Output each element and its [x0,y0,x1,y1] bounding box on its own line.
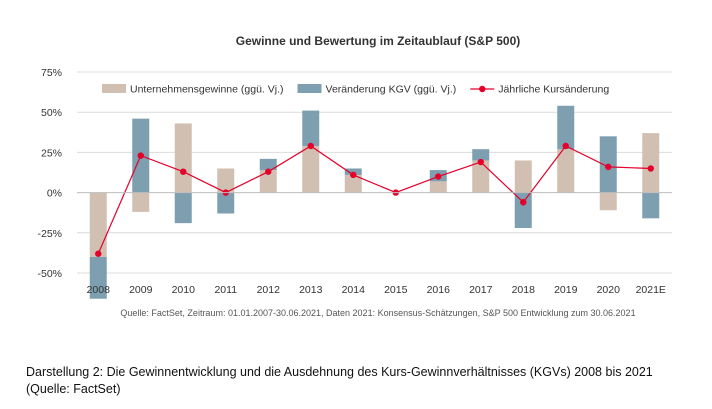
x-tick-label: 2013 [299,284,323,296]
pe-change-bar [89,256,107,299]
price-change-point [307,142,314,150]
pe-change-bar [259,158,277,171]
y-tick-label: 0% [47,188,62,200]
pe-change-bar [514,192,532,228]
price-change-point [95,250,102,257]
earnings-bar [599,192,617,211]
pe-change-bar [344,168,362,175]
legend: Unternehmensgewinne (ggü. Vj.) Veränderun… [102,84,609,96]
earnings-bar [132,192,150,212]
pe-change-bar [557,105,575,150]
earnings-bar [557,149,575,193]
chart-title: Gewinne und Bewertung im Zeitaublauf (S&… [236,34,520,48]
price-change-point [647,165,654,172]
x-tick-label: 2009 [129,284,153,296]
earnings-bar [89,192,107,257]
legend-swatch-pe [297,84,322,93]
pe-change-bar [642,192,660,219]
price-change-point [605,163,612,171]
pe-change-bar [472,149,490,161]
earnings-bar [472,160,490,193]
pe-change-bar [174,192,192,224]
y-tick-label: 50% [41,107,62,119]
x-tick-label: 2020 [597,284,621,296]
earnings-bar [514,160,532,193]
axes: 75% 50% 25% 0% -25% -50% 2008 2009 2010 2011 2012 2… [37,67,672,296]
earnings-bar [429,181,447,193]
legend-swatch-earnings [102,84,126,93]
earnings-bar [217,168,235,193]
x-tick-label: 2021E [636,284,666,296]
price-change-point [180,168,187,175]
price-change-point [477,158,484,166]
earnings-bar [174,123,192,193]
pe-change-bar [302,110,320,146]
x-tick-label: 2015 [384,284,408,296]
y-tick-label: 75% [41,67,62,79]
x-tick-label: 2010 [172,284,196,296]
earnings-bar [302,145,320,193]
pe-change-bar [217,192,235,214]
price-change-point [562,142,569,150]
figure-caption: Darstellung 2: Die Gewinnentwicklung und… [26,365,653,396]
legend-swatch-marker [479,85,486,93]
price-change-line-path [97,145,651,254]
x-tick-label: 2014 [342,284,366,296]
legend-label-price-change: Jährliche Kursänderung [498,84,609,96]
y-tick-label: -25% [37,228,62,240]
x-tick-label: 2011 [214,284,237,296]
price-change-point [137,152,144,159]
x-tick-label: 2012 [257,284,281,296]
price-change-point [520,199,527,206]
x-tick-label: 2016 [427,284,451,296]
price-change-point [350,171,357,179]
source-note: Quelle: FactSet, Zeitraum: 01.01.2007-30… [120,308,635,318]
earnings-bar [344,174,362,193]
earnings-bar [259,170,277,193]
gridlines [77,71,672,274]
price-change-point [435,173,442,180]
y-tick-label: -50% [37,268,62,280]
x-tick-label: 2008 [87,284,111,296]
price-change-point [265,168,272,175]
bars [89,105,660,299]
earnings-bar [642,133,660,193]
legend-label-earnings: Unternehmensgewinne (ggü. Vj.) [130,84,284,96]
x-tick-label: 2017 [469,284,493,296]
x-tick-label: 2019 [554,284,578,296]
x-tick-label: 2018 [512,284,536,296]
legend-label-pe: Veränderung KGV (ggü. Vj.) [326,84,457,96]
y-tick-label: 25% [41,147,62,159]
